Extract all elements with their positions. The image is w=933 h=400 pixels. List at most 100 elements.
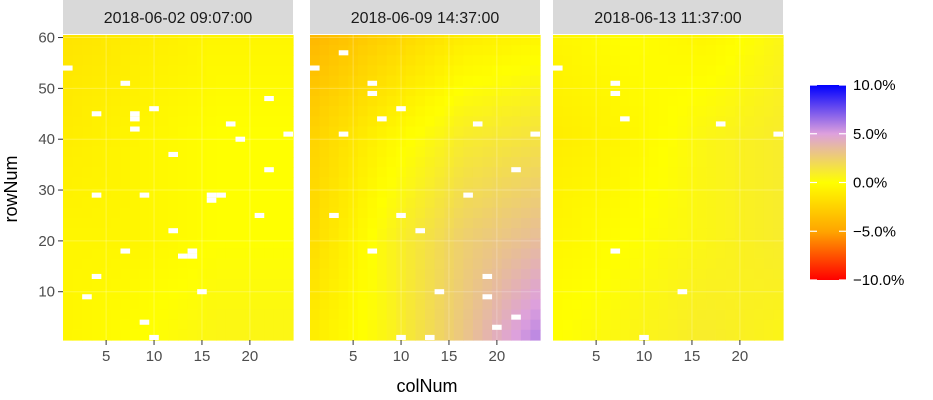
heatmap-cell — [472, 279, 484, 290]
heatmap-cell — [754, 258, 765, 270]
missing-cell — [178, 253, 188, 259]
heatmap-cell — [744, 309, 755, 321]
heatmap-cell — [735, 248, 746, 260]
heatmap-cell — [197, 197, 208, 209]
heatmap-cell — [377, 75, 388, 87]
heatmap-cell — [453, 116, 464, 128]
heatmap-cell — [235, 289, 246, 300]
heatmap-cell — [725, 207, 736, 219]
heatmap-cell — [101, 45, 112, 56]
heatmap-cell — [591, 35, 602, 46]
heatmap-cell — [581, 319, 592, 331]
heatmap-cell — [501, 218, 512, 229]
heatmap-cell — [197, 289, 208, 300]
heatmap-cell — [444, 75, 455, 87]
heatmap-cell — [415, 75, 426, 87]
heatmap-cell — [139, 136, 150, 148]
heatmap-cell — [501, 319, 512, 331]
heatmap-cell — [482, 197, 493, 209]
heatmap-cell — [600, 329, 612, 341]
heatmap-cell — [658, 187, 669, 199]
heatmap-cell — [178, 126, 189, 138]
heatmap-cell — [668, 309, 679, 321]
heatmap-cell — [158, 238, 170, 250]
heatmap-cell — [273, 157, 285, 168]
heatmap-cell — [463, 218, 474, 229]
heatmap-cell — [453, 289, 464, 300]
heatmap-cell — [725, 329, 736, 341]
heatmap-cell — [444, 146, 455, 158]
heatmap-cell — [511, 85, 522, 97]
heatmap-cell — [396, 126, 407, 138]
heatmap-cell — [725, 96, 736, 107]
heatmap-cell — [581, 329, 592, 341]
heatmap-cell — [405, 126, 417, 138]
heatmap-cell — [520, 218, 532, 229]
heatmap-cell — [216, 55, 227, 67]
heatmap-cell — [206, 197, 217, 209]
heatmap-cell — [600, 279, 612, 290]
heatmap-cell — [72, 309, 83, 321]
x-tick-label: 5 — [349, 348, 357, 365]
heatmap-cell — [225, 136, 237, 148]
heatmap-cell — [367, 126, 378, 138]
heatmap-cell — [572, 106, 583, 117]
heatmap-cell — [629, 309, 640, 321]
heatmap-cell — [639, 96, 650, 107]
heatmap-cell — [668, 75, 679, 87]
heatmap-cell — [245, 299, 256, 311]
heatmap-cell — [415, 177, 426, 189]
heatmap-cell — [310, 85, 321, 97]
heatmap-cell — [235, 218, 246, 229]
heatmap-cell — [648, 35, 660, 46]
heatmap-cell — [386, 126, 397, 138]
heatmap-cell — [696, 289, 707, 300]
heatmap-cell — [158, 228, 170, 239]
facet-strip — [63, 0, 293, 34]
heatmap-cell — [367, 218, 378, 229]
heatmap-cell — [283, 228, 294, 239]
heatmap-cell — [600, 207, 612, 219]
heatmap-cell — [706, 126, 717, 138]
heatmap-cell — [168, 167, 179, 178]
heatmap-cell — [273, 85, 285, 97]
heatmap-cell — [386, 136, 397, 148]
heatmap-cell — [245, 248, 256, 260]
missing-cell — [197, 289, 207, 295]
heatmap-cell — [553, 187, 564, 199]
heatmap-cell — [264, 85, 275, 97]
heatmap-cell — [139, 126, 150, 138]
heatmap-cell — [283, 197, 294, 209]
heatmap-cell — [158, 197, 170, 209]
heatmap-cell — [283, 177, 294, 189]
heatmap-cell — [744, 207, 755, 219]
heatmap-cell — [319, 126, 330, 138]
heatmap-cell — [396, 319, 407, 331]
heatmap-cell — [405, 238, 417, 250]
heatmap-cell — [501, 55, 512, 67]
heatmap-cell — [434, 289, 445, 300]
missing-cell — [610, 80, 621, 86]
heatmap-cell — [677, 157, 688, 168]
heatmap-cell — [610, 289, 621, 300]
heatmap-cell — [668, 228, 679, 239]
heatmap-cell — [648, 126, 660, 138]
heatmap-cell — [72, 207, 83, 219]
heatmap-cell — [553, 55, 564, 67]
heatmap-cell — [600, 167, 612, 178]
heatmap-cell — [763, 85, 775, 97]
heatmap-cell — [348, 106, 359, 117]
heatmap-cell — [530, 268, 541, 280]
heatmap-cell — [735, 319, 746, 331]
heatmap-cell — [706, 248, 717, 260]
heatmap-cell — [763, 126, 775, 138]
heatmap-cell — [216, 329, 227, 341]
heatmap-cell — [273, 268, 285, 280]
heatmap-cell — [696, 187, 707, 199]
heatmap-cell — [610, 207, 621, 219]
heatmap-cell — [310, 65, 321, 77]
heatmap-cell — [648, 116, 660, 128]
heatmap-cell — [610, 258, 621, 270]
heatmap-cell — [629, 55, 640, 67]
heatmap-cell — [348, 238, 359, 250]
